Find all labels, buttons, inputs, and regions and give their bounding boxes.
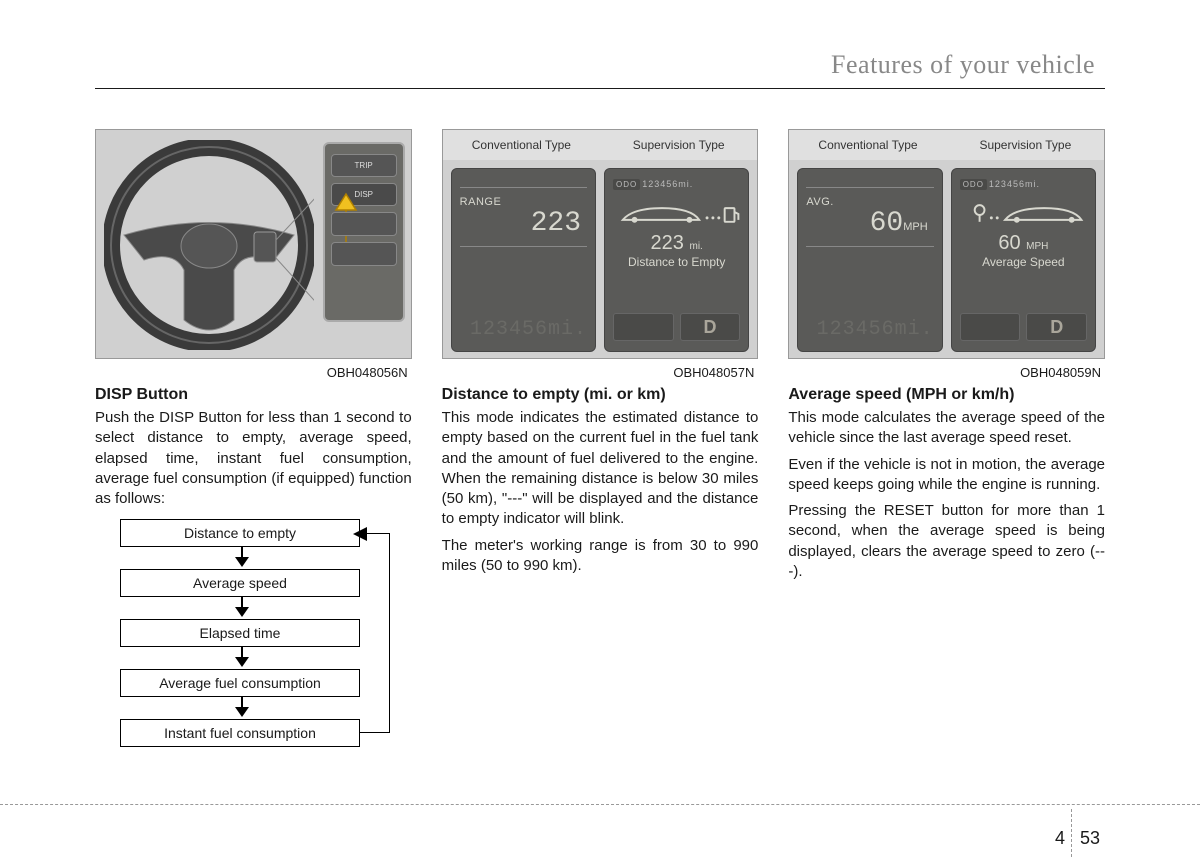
disp-flowchart: Distance to empty Average speed Elapsed …	[95, 519, 412, 789]
avg-paragraph-3: Pressing the RESET button for more than …	[788, 501, 1105, 582]
flow-box-avg-fuel: Average fuel consumption	[120, 669, 360, 697]
lcd-range-value: 223	[460, 210, 587, 238]
figure-code-2: OBH048057N	[442, 365, 759, 380]
tab-supervision: Supervision Type	[947, 130, 1104, 160]
figure-disp-button: TRIP DISP	[95, 129, 412, 359]
page-header-title: Features of your vehicle	[95, 50, 1105, 80]
flow-box-elapsed: Elapsed time	[120, 619, 360, 647]
lcd-foot-blank	[960, 313, 1021, 341]
disp-paragraph: Push the DISP Button for less than 1 sec…	[95, 408, 412, 509]
lcd-ghost-odo: 123456mi.	[806, 318, 933, 341]
flow-box-dte: Distance to empty	[120, 519, 360, 547]
blank-button-2[interactable]	[331, 242, 397, 266]
section-title-disp: DISP Button	[95, 386, 412, 404]
content-columns: TRIP DISP OBH048056N DISP Button Push th…	[95, 129, 1105, 789]
lcd-avg-label: AVG.	[806, 196, 833, 208]
header-rule	[95, 88, 1105, 89]
page-number: 4 53	[1055, 828, 1100, 849]
column-2: Conventional Type Supervision Type RANGE…	[442, 129, 759, 789]
button-callout: TRIP DISP	[323, 142, 405, 322]
flow-loop-line	[360, 533, 390, 733]
flow-loop-arrowhead-icon	[353, 527, 367, 541]
figure-tabs-2: Conventional Type Supervision Type	[443, 130, 758, 160]
tab-supervision: Supervision Type	[600, 130, 757, 160]
figure-code-3: OBH048059N	[788, 365, 1105, 380]
column-3: Conventional Type Supervision Type AVG. …	[788, 129, 1105, 789]
lcd-avgspeed-sub: Average Speed	[960, 255, 1087, 269]
avg-paragraph-2: Even if the vehicle is not in motion, th…	[788, 455, 1105, 496]
column-1: TRIP DISP OBH048056N DISP Button Push th…	[95, 129, 412, 789]
lcd-dte-value: 223 mi.	[613, 232, 740, 255]
lcd-range-label: RANGE	[460, 196, 587, 208]
flow-arrow-icon	[235, 647, 249, 667]
lcd-supervision-avg: ODO123456mi. 60 MPH	[951, 168, 1096, 352]
tab-conventional: Conventional Type	[789, 130, 946, 160]
lcd-ghost-odo: 123456mi.	[460, 318, 587, 341]
steering-wheel-icon	[104, 140, 314, 350]
dte-paragraph-1: This mode indicates the estimated distan…	[442, 408, 759, 530]
dte-paragraph-2: The meter's working range is from 30 to …	[442, 536, 759, 577]
lcd-gear-indicator: D	[1026, 313, 1087, 341]
lcd-avgspeed-value: 60 MPH	[960, 232, 1087, 255]
lcd-dte-sub: Distance to Empty	[613, 255, 740, 269]
figure-distance-empty: Conventional Type Supervision Type RANGE…	[442, 129, 759, 359]
lcd-gear-indicator: D	[680, 313, 741, 341]
figure-avg-speed: Conventional Type Supervision Type AVG. …	[788, 129, 1105, 359]
avg-paragraph-1: This mode calculates the average speed o…	[788, 408, 1105, 449]
trip-button[interactable]: TRIP	[331, 154, 397, 177]
lcd-foot-blank	[613, 313, 674, 341]
flow-arrow-icon	[235, 597, 249, 617]
car-fuel-icon	[613, 200, 740, 226]
lcd-avg-value: 60MPH	[806, 210, 933, 238]
flow-box-avg-speed: Average speed	[120, 569, 360, 597]
flow-arrow-icon	[235, 547, 249, 567]
lcd-conventional-avg: AVG. 60MPH 123456mi.	[797, 168, 942, 352]
lcd-odo: ODO123456mi.	[613, 179, 740, 190]
lcd-odo: ODO123456mi.	[960, 179, 1087, 190]
figure-tabs-3: Conventional Type Supervision Type	[789, 130, 1104, 160]
flow-arrow-icon	[235, 697, 249, 717]
footer-dashed-line	[0, 804, 1200, 805]
section-title-avg: Average speed (MPH or km/h)	[788, 386, 1105, 404]
car-speed-icon	[960, 200, 1087, 226]
lcd-conventional-dte: RANGE 223 123456mi.	[451, 168, 596, 352]
disp-button[interactable]: DISP	[331, 183, 397, 206]
section-title-dte: Distance to empty (mi. or km)	[442, 386, 759, 404]
figure-code-1: OBH048056N	[95, 365, 412, 380]
flow-box-instant-fuel: Instant fuel consumption	[120, 719, 360, 747]
lcd-supervision-dte: ODO123456mi. 223 mi.	[604, 168, 749, 352]
blank-button-1[interactable]	[331, 212, 397, 236]
tab-conventional: Conventional Type	[443, 130, 600, 160]
